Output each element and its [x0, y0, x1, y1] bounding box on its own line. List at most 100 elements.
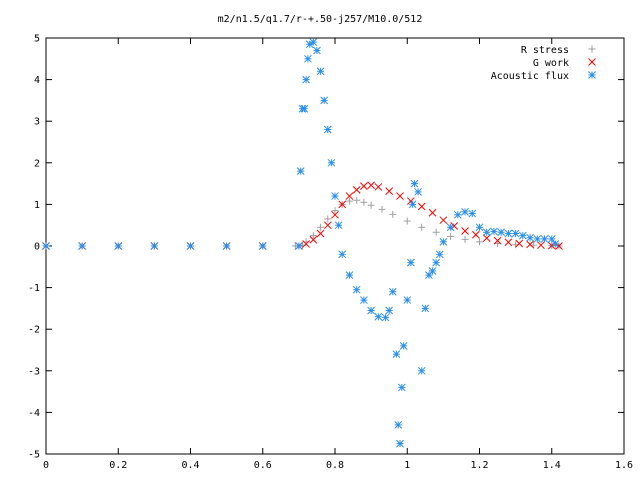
data-point: [533, 235, 542, 243]
y-tick-label: 4: [34, 75, 40, 86]
data-point: [511, 229, 520, 238]
data-point: [403, 296, 412, 304]
data-point: [392, 350, 401, 359]
data-point: [186, 242, 195, 250]
data-point: [367, 306, 375, 315]
data-point: [258, 242, 267, 250]
data-point: [408, 200, 417, 209]
data-point: [526, 233, 534, 242]
y-tick-label: -2: [28, 325, 40, 336]
legend-entry-acoustic-flux: Acoustic flux: [491, 71, 596, 82]
data-point: [396, 439, 404, 448]
data-point: [497, 228, 506, 237]
data-point: [461, 235, 469, 243]
data-point: [417, 366, 426, 375]
data-point: [547, 235, 556, 243]
data-point: [439, 237, 448, 246]
data-point: [385, 187, 394, 195]
data-point: [397, 383, 406, 392]
series-g-work: [42, 181, 563, 250]
data-point: [410, 179, 419, 188]
data-point: [313, 46, 321, 55]
data-point: [475, 223, 484, 232]
legend-entry-g-work: G work: [533, 58, 596, 69]
data-point: [394, 421, 403, 429]
data-point: [504, 229, 513, 238]
data-point: [418, 223, 426, 231]
data-point: [428, 208, 437, 217]
legend-marker-glyph: [588, 45, 596, 53]
x-tick-label: 0.2: [109, 460, 127, 471]
x-tick-label: 1: [404, 460, 410, 471]
data-point: [493, 236, 502, 245]
data-point: [446, 223, 455, 232]
data-point: [367, 201, 375, 209]
data-point: [150, 242, 159, 250]
data-point: [374, 183, 383, 191]
y-tick-label: 1: [34, 200, 40, 211]
data-point: [378, 205, 386, 213]
x-tick-label: 1.4: [543, 460, 561, 471]
x-tick-label: 0.8: [326, 460, 344, 471]
y-tick-label: -5: [28, 450, 40, 461]
data-point: [352, 185, 361, 194]
legend-label-acoustic-flux: Acoustic flux: [491, 71, 569, 82]
data-point: [453, 210, 462, 219]
series-acoustic-flux: [42, 38, 560, 448]
data-point: [331, 207, 339, 215]
plot-frame: [45, 37, 625, 455]
data-point: [304, 54, 312, 63]
data-point: [482, 228, 491, 237]
data-point: [490, 227, 498, 236]
data-point: [439, 216, 448, 225]
data-point: [317, 223, 325, 231]
data-point: [381, 313, 390, 322]
data-point: [537, 241, 545, 250]
data-point: [338, 200, 347, 209]
data-point: [345, 197, 353, 205]
legend-label-r-stress: R stress: [521, 45, 569, 56]
data-point: [114, 242, 123, 250]
data-point: [360, 182, 368, 190]
data-point: [435, 250, 444, 259]
legend-marker-acoustic-flux: [588, 71, 596, 79]
data-point: [345, 271, 354, 279]
data-point: [302, 75, 310, 84]
data-point: [399, 341, 408, 350]
data-point: [353, 196, 361, 204]
data-point: [468, 209, 477, 218]
data-point: [300, 104, 309, 113]
data-point: [360, 296, 368, 304]
x-tick-label: 0: [43, 460, 49, 471]
legend-marker-glyph: [588, 58, 596, 66]
plot-area: 0 0.2 0.4 0.6 0.8 1 1.2 1.4 1.6 -5 -4 -3 -2 -1 0 1 2 3 4 5: [28, 34, 633, 472]
data-point: [352, 285, 361, 294]
y-tick-label: 5: [34, 34, 40, 45]
data-point: [296, 167, 305, 175]
data-point: [421, 304, 430, 313]
data-point: [42, 242, 50, 250]
data-point: [331, 192, 339, 200]
data-point: [367, 181, 375, 190]
data-point: [338, 250, 347, 259]
data-point: [428, 267, 437, 275]
data-point: [222, 242, 231, 250]
data-point: [389, 210, 397, 218]
data-point: [295, 242, 303, 250]
y-tick-label: 2: [34, 158, 40, 169]
data-point: [334, 221, 343, 230]
data-point: [407, 258, 415, 267]
data-point: [324, 215, 332, 223]
data-point: [323, 125, 332, 134]
data-point: [461, 227, 469, 235]
legend-marker-g-work: [588, 58, 596, 66]
y-tick-label: -1: [28, 283, 40, 294]
data-point: [504, 238, 513, 247]
data-point: [345, 192, 354, 200]
x-tick-label: 1.2: [470, 460, 488, 471]
x-tick-label: 0.6: [254, 460, 272, 471]
data-point: [518, 231, 527, 240]
data-point: [417, 202, 426, 211]
